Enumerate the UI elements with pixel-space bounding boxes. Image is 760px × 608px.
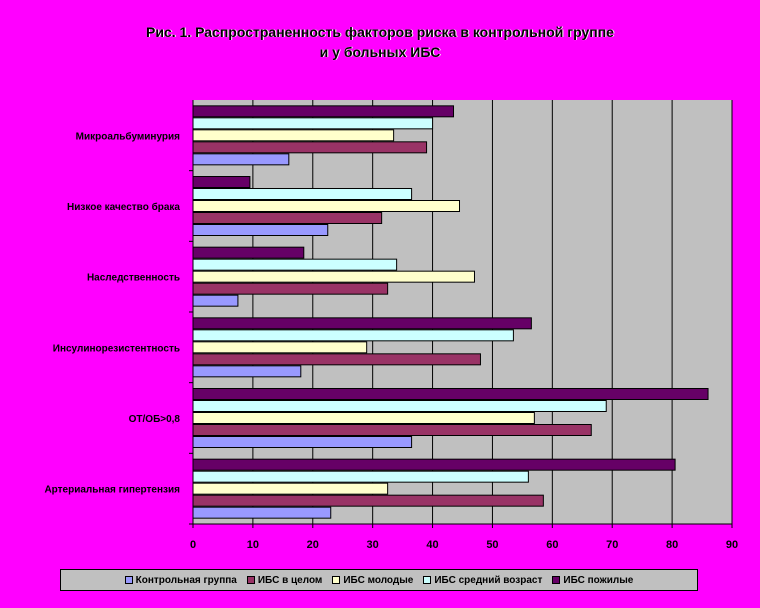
x-tick-label: 30 [367,539,379,551]
category-label: Инсулинорезистентность [53,343,180,354]
legend-label: ИБС в целом [257,574,323,586]
category-label: ОТ/ОБ>0,8 [129,414,181,425]
bar [192,294,239,307]
bar [192,246,305,259]
category-label: Наследственность [87,273,180,284]
legend-label: Контрольная группа [135,574,237,586]
category-label: Микроальбуминурия [76,130,181,142]
bar [192,388,709,400]
x-tick-label: 10 [247,539,259,551]
legend-swatch [423,576,432,584]
category-label: Низкое качество брака [67,201,180,213]
bar [192,105,455,118]
bar [192,353,481,366]
legend-swatch [332,576,341,584]
bar [192,153,290,166]
legend-swatch [552,576,561,584]
plot-background [193,100,732,524]
bar [192,494,544,507]
bar [192,176,251,188]
x-tick-label: 50 [486,539,498,551]
bar [192,141,428,154]
legend-label: ИБС средний возраст [434,574,543,586]
bar [192,329,514,342]
legend-item: ИБС молодые [332,575,413,586]
legend-item: ИБС пожилые [552,575,633,586]
x-tick-label: 20 [307,539,319,551]
legend-item: ИБС средний возраст [423,575,542,586]
x-tick-label: 90 [726,539,738,551]
x-tick-label: 70 [606,539,618,551]
bar [192,188,413,200]
bar [192,365,302,378]
bar [192,506,332,519]
bar [192,412,535,424]
bar [192,400,607,412]
bar [192,470,529,483]
legend-item: Контрольная группа [124,574,237,586]
legend: Контрольная группа ИБС в целом ИБС молодые… [60,569,698,591]
bar [192,341,368,354]
legend-swatch [124,576,133,584]
legend-label: ИБС пожилые [563,574,634,586]
bar [192,258,398,271]
legend-label: ИБС молодые [343,574,414,586]
bar [192,424,592,436]
x-tick-label: 40 [426,539,438,551]
category-label: Артериальная гипертензия [44,485,180,496]
legend-swatch [246,576,255,584]
bar [192,282,389,295]
plot-area: 0 10 20 30 40 50 60 70 80 90 Микроальбуминурия Низк… [44,100,738,551]
bar [192,458,676,471]
bar [192,200,461,212]
x-tick-label: 80 [666,539,678,551]
bar [192,212,383,224]
chart-title: Рис. 1. Распространенность факторов риск… [146,24,614,60]
bar [192,224,329,236]
bar [192,117,434,130]
legend-item: ИБС в целом [246,574,323,586]
x-tick-label: 60 [546,539,558,551]
x-tick-label: 0 [190,539,196,551]
bar [192,317,532,330]
bar [192,270,475,283]
bar [192,436,413,448]
bar [192,129,395,142]
bar [192,482,389,495]
